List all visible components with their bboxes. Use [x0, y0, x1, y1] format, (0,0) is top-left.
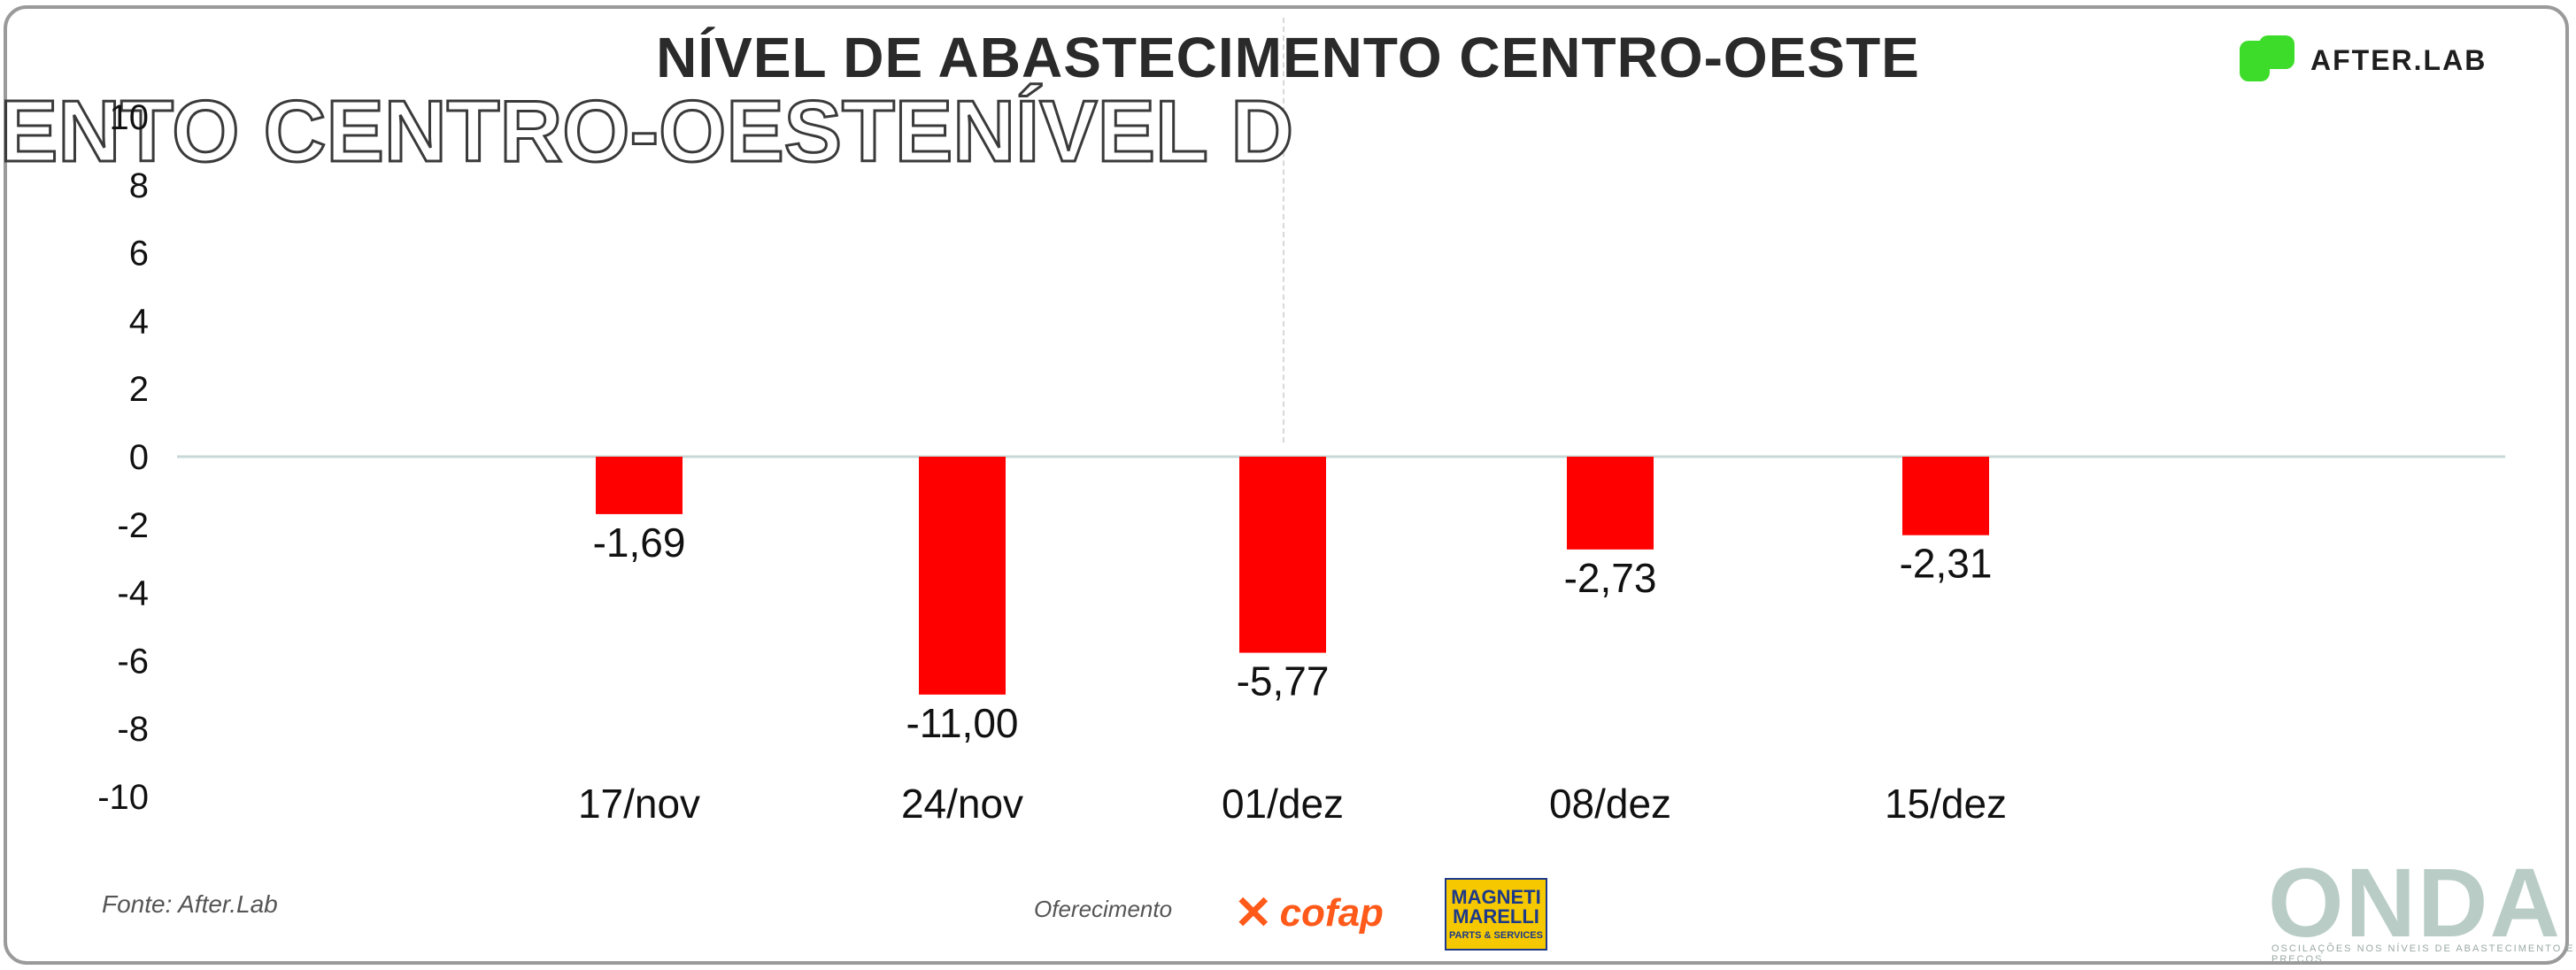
x-tick-label: 24/nov — [901, 781, 1023, 827]
magneti-marelli-logo: MAGNETI MARELLI PARTS & SERVICES — [1445, 878, 1547, 951]
y-tick-label: 4 — [129, 302, 149, 341]
dashed-divider — [1283, 18, 1284, 443]
bar — [596, 457, 683, 514]
cofap-logo-text: cofap — [1279, 891, 1384, 935]
afterlab-mark-icon — [2240, 35, 2302, 85]
y-tick-label: 10 — [110, 98, 150, 137]
data-label: -2,31 — [1900, 541, 1993, 587]
y-tick-label: 0 — [129, 438, 149, 477]
y-tick-label: -4 — [117, 574, 149, 613]
onda-tagline: OSCILAÇÕES NOS NÍVEIS DE ABASTECIMENTO E… — [2271, 943, 2575, 965]
y-tick-label: -2 — [117, 506, 149, 545]
y-tick-label: -10 — [97, 778, 149, 817]
y-tick-label: 6 — [129, 235, 149, 273]
afterlab-logo: AFTER.LAB — [2240, 35, 2523, 85]
data-label: -1,69 — [593, 520, 686, 566]
data-label: -11,00 — [906, 700, 1018, 746]
x-tick-label: 08/dez — [1549, 781, 1671, 827]
y-tick-label: 2 — [129, 370, 149, 409]
x-tick-label: 01/dez — [1222, 781, 1344, 827]
cofap-x-icon: ✕ — [1234, 888, 1273, 939]
data-label: -5,77 — [1237, 658, 1330, 704]
cofap-logo: ✕ cofap — [1234, 885, 1384, 942]
data-label: -2,73 — [1564, 555, 1657, 601]
x-tick-label: 15/dez — [1885, 781, 2007, 827]
onda-logo: ONDA — [2268, 849, 2562, 958]
afterlab-logo-text: AFTER.LAB — [2310, 43, 2487, 76]
magneti-logo-subtext: PARTS & SERVICES — [1449, 930, 1543, 941]
magneti-logo-text: MAGNETI MARELLI — [1451, 886, 1541, 928]
source-note: Fonte: After.Lab — [102, 890, 278, 918]
y-tick-label: -8 — [117, 710, 149, 749]
bar — [1902, 457, 1989, 535]
chart-title: NÍVEL DE ABASTECIMENTO CENTRO-OESTE — [656, 26, 1920, 89]
ghost-title-overlay: ENTO CENTRO-OESTENÍVEL DE ABASTECIMI — [0, 81, 1292, 181]
y-tick-label: 8 — [129, 166, 149, 205]
bar — [1567, 457, 1654, 550]
bar — [919, 457, 1006, 695]
sponsor-label: Oferecimento — [1034, 896, 1173, 922]
bar — [1239, 457, 1326, 653]
y-tick-label: -6 — [117, 642, 149, 681]
x-tick-label: 17/nov — [578, 781, 700, 827]
